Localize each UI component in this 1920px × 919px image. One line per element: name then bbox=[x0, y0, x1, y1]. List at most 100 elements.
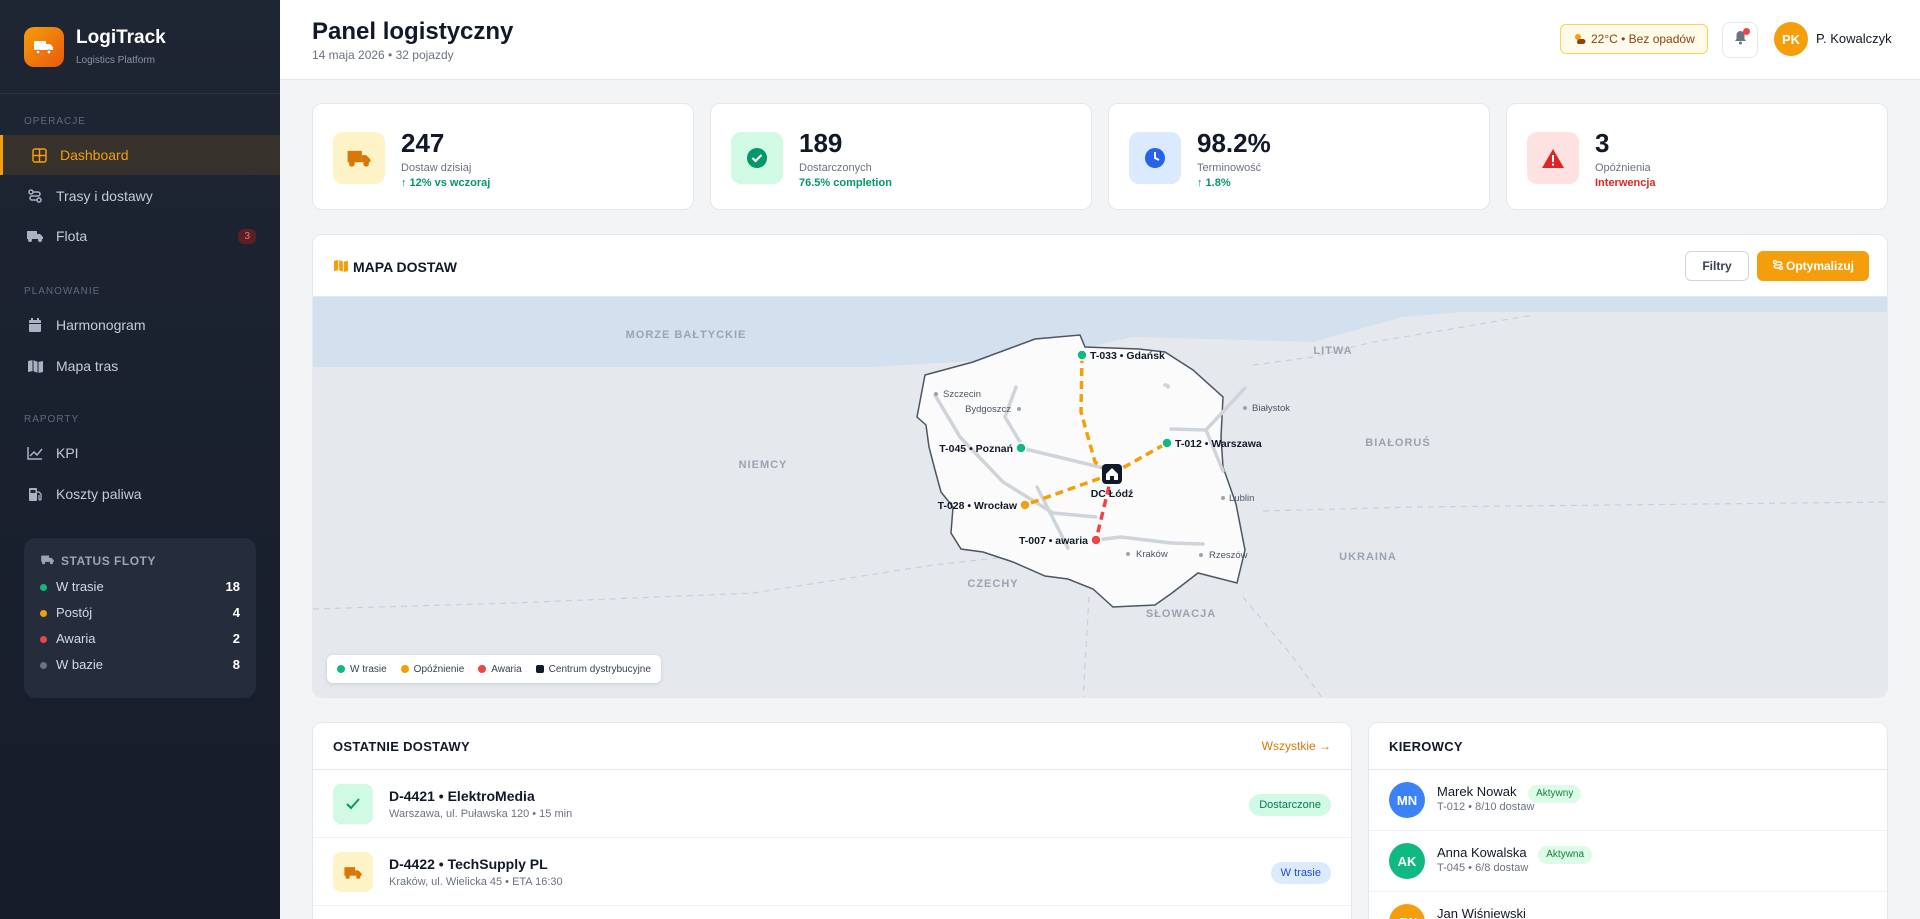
vehicle-marker-delay[interactable] bbox=[1019, 499, 1031, 511]
route-line bbox=[1163, 383, 1170, 389]
legend-item: Awaria bbox=[478, 664, 522, 675]
nav-section-operacje: OPERACJE bbox=[24, 116, 86, 127]
drivers-title: KIEROWCY bbox=[1389, 739, 1463, 754]
chart-line-icon bbox=[26, 444, 44, 462]
truck-icon bbox=[333, 852, 373, 892]
legend-item: Opóźnienie bbox=[400, 663, 465, 675]
map-canvas[interactable]: MORZE BAŁTYCKIE LITWA NIEMCY BIAŁORUŚ CZ… bbox=[313, 297, 1887, 697]
weather-badge: 22°C • Bez opadów bbox=[1560, 24, 1708, 54]
view-all-link[interactable]: Wszystkie → bbox=[1261, 739, 1331, 753]
delivery-row[interactable]: D-4422 • TechSupply PL Kraków, ul. Wieli… bbox=[313, 838, 1351, 906]
status-dot bbox=[40, 584, 47, 591]
vehicle-labels: T-033 • Gdańsk T-045 • Poznań T-012 • Wa… bbox=[938, 350, 1262, 547]
top-header: Panel logistyczny 14 maja 2026 • 32 poja… bbox=[280, 0, 1920, 80]
sidebar-item-paliwo[interactable]: Koszty paliwa bbox=[0, 474, 280, 514]
route-line bbox=[1204, 428, 1225, 473]
vehicle-marker-ok[interactable] bbox=[1015, 442, 1027, 454]
driver-name-text: Anna Kowalska bbox=[1437, 845, 1527, 860]
inactive-routes bbox=[933, 383, 1247, 550]
vehicle-marker-ok[interactable] bbox=[1161, 437, 1173, 449]
brand-name: LogiTrack bbox=[76, 27, 166, 48]
city-label: Kraków bbox=[1136, 549, 1168, 560]
user-avatar[interactable]: PK bbox=[1774, 22, 1808, 56]
border-line bbox=[1242, 596, 1323, 697]
legend-label: Opóźnienie bbox=[413, 663, 465, 675]
kpi-trend: Interwencja bbox=[1595, 177, 1656, 189]
kpi-value: 98.2% bbox=[1197, 128, 1271, 158]
fleet-row-label: W trasie bbox=[56, 579, 104, 594]
map-header: MAPA DOSTAW Filtry Optymalizuj bbox=[313, 235, 1887, 297]
city-label: Bydgoszcz bbox=[965, 404, 1011, 415]
route-line bbox=[1003, 385, 1025, 449]
route-line bbox=[1019, 446, 1114, 472]
driver-meta: T-045 • 6/8 dostaw bbox=[1437, 862, 1529, 874]
recent-deliveries-panel: OSTATNIE DOSTAWY Wszystkie → D-4421 • El… bbox=[312, 722, 1352, 919]
status-badge: W trasie bbox=[1270, 862, 1331, 884]
distribution-center-marker[interactable] bbox=[1102, 464, 1122, 484]
delivery-row[interactable]: D-4421 • ElektroMedia Warszawa, ul. Puła… bbox=[313, 770, 1351, 838]
city-dot bbox=[1017, 407, 1021, 411]
driver-row[interactable]: AK Anna Kowalska Aktywna T-045 • 6/8 dos… bbox=[1369, 831, 1887, 892]
fleet-status-title-text: STATUS FLOTY bbox=[61, 554, 156, 568]
fleet-row-w-trasie: W trasie 18 bbox=[40, 579, 240, 594]
border-line bbox=[313, 552, 1044, 610]
route-icon bbox=[26, 187, 44, 205]
fleet-row-label: Postój bbox=[56, 605, 93, 620]
notifications-button[interactable] bbox=[1722, 22, 1758, 58]
fleet-status-panel: STATUS FLOTY W trasie 18 Postój 4 Awaria 2 … bbox=[24, 538, 256, 698]
city-markers bbox=[934, 392, 1247, 557]
sidebar-item-flota[interactable]: Flota 3 bbox=[0, 216, 280, 256]
status-badge: Dostarczone bbox=[1249, 794, 1331, 816]
sidebar-item-label: Dashboard bbox=[60, 147, 129, 163]
delivery-name: D-4422 • TechSupply PL bbox=[389, 856, 548, 872]
active-route-warszawa bbox=[1111, 441, 1168, 476]
fleet-row-value: 18 bbox=[225, 579, 240, 594]
truck-logo-icon bbox=[24, 26, 64, 67]
sidebar-item-harmonogram[interactable]: Harmonogram bbox=[0, 305, 280, 345]
grid-icon bbox=[30, 146, 48, 164]
avatar: MN bbox=[1389, 782, 1425, 818]
sidebar-item-trasy[interactable]: Trasy i dostawy bbox=[0, 176, 280, 216]
vehicle-marker-fail[interactable] bbox=[1090, 534, 1102, 546]
nav-section-raporty: RAPORTY bbox=[24, 414, 80, 425]
vehicle-label: T-007 • awaria bbox=[1019, 535, 1088, 547]
clock-icon bbox=[1129, 132, 1181, 184]
sidebar-item-label: Harmonogram bbox=[56, 317, 146, 333]
vehicle-markers[interactable] bbox=[1015, 349, 1173, 546]
sidebar-item-kpi[interactable]: KPI bbox=[0, 433, 280, 473]
route-line bbox=[933, 393, 1098, 519]
driver-status-badge: Aktywna bbox=[1538, 845, 1593, 864]
fleet-row-postoj: Postój 4 bbox=[40, 605, 240, 620]
home-icon-door bbox=[1110, 476, 1114, 480]
user-name[interactable]: P. Kowalczyk bbox=[1816, 31, 1892, 46]
sidebar-item-dashboard[interactable]: Dashboard bbox=[0, 135, 280, 175]
kpi-trend: ↑ 1.8% bbox=[1197, 177, 1231, 189]
driver-row[interactable]: JW Jan Wiśniewski bbox=[1369, 892, 1887, 919]
calendar-icon bbox=[26, 316, 44, 334]
truck-icon bbox=[26, 227, 44, 245]
map-icon bbox=[333, 259, 349, 275]
fleet-row-awaria: Awaria 2 bbox=[40, 631, 240, 646]
truck-icon bbox=[333, 132, 385, 184]
fleet-row-label: Awaria bbox=[56, 631, 96, 646]
delivery-map-panel: MAPA DOSTAW Filtry Optymalizuj MORZE BAŁ… bbox=[312, 234, 1888, 698]
kpi-trend: 76.5% completion bbox=[799, 177, 892, 189]
region-label: NIEMCY bbox=[739, 459, 788, 471]
driver-row[interactable]: MN Marek Nowak Aktywny T-012 • 8/10 dost… bbox=[1369, 770, 1887, 831]
kpi-value: 189 bbox=[799, 128, 843, 158]
driver-name: Jan Wiśniewski bbox=[1437, 906, 1526, 919]
vehicle-marker-ok[interactable] bbox=[1076, 349, 1088, 361]
filter-button[interactable]: Filtry bbox=[1685, 251, 1749, 281]
avatar: JW bbox=[1389, 904, 1425, 919]
sidebar-item-mapa[interactable]: Mapa tras bbox=[0, 346, 280, 386]
city-label: Rzeszów bbox=[1209, 550, 1248, 561]
optimize-button[interactable]: Optymalizuj bbox=[1757, 251, 1869, 281]
border-line bbox=[1262, 501, 1887, 512]
poland-outline bbox=[916, 334, 1246, 608]
kpi-label: Terminowość bbox=[1197, 162, 1262, 174]
weather-icon bbox=[1573, 32, 1587, 47]
vehicle-label: T-045 • Poznań bbox=[939, 443, 1013, 455]
legend-dot bbox=[337, 665, 345, 673]
failed-route-krakow bbox=[1094, 473, 1114, 541]
nav-section-planowanie: PLANOWANIE bbox=[24, 286, 101, 297]
